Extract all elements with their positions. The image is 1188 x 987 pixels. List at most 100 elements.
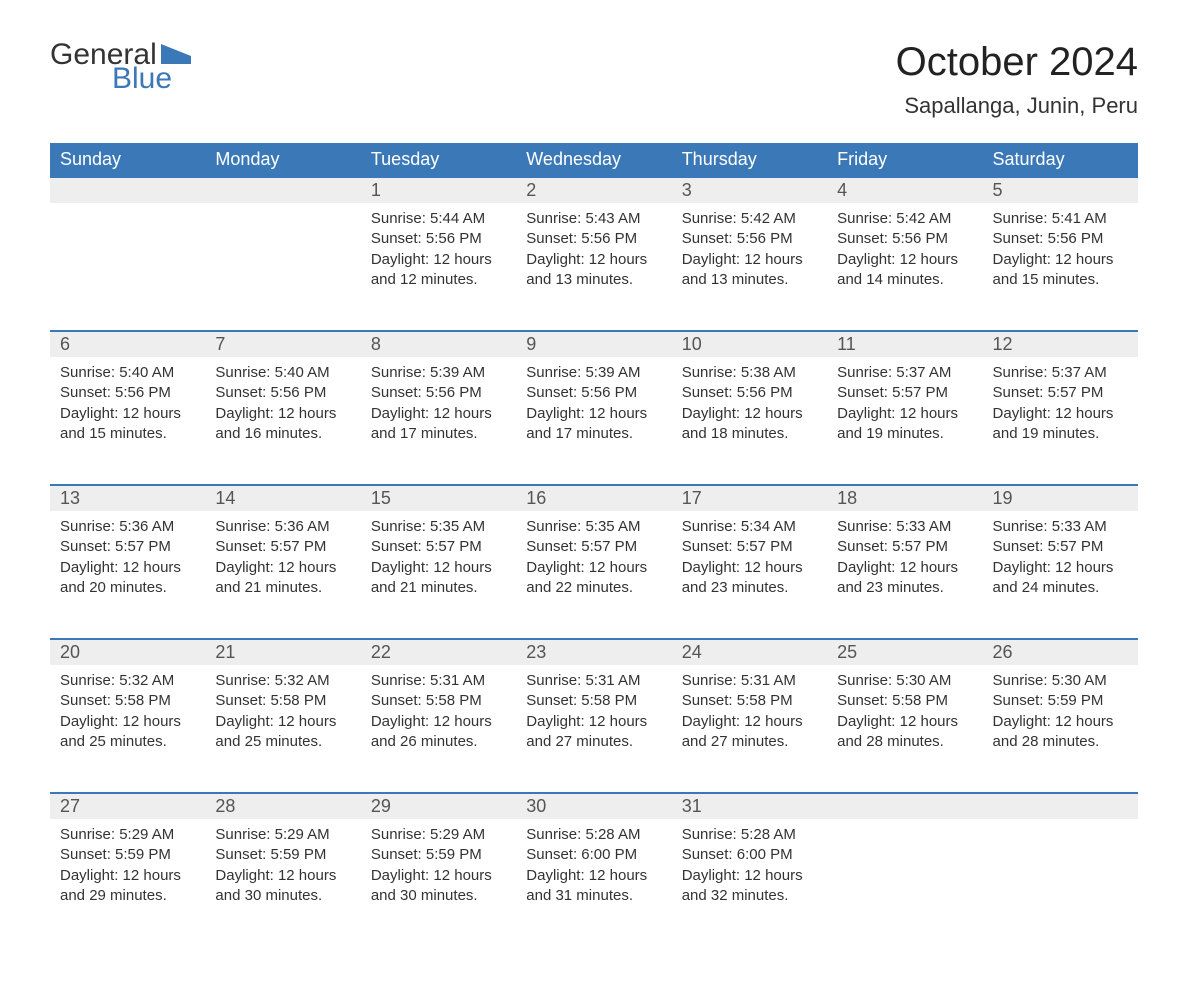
- day-sunrise: Sunrise: 5:37 AM: [837, 363, 972, 383]
- day-number: 30: [516, 794, 671, 819]
- daydata-row: Sunrise: 5:36 AMSunset: 5:57 PMDaylight:…: [50, 511, 1138, 639]
- day-number: 25: [827, 640, 982, 665]
- day-daylight1: Daylight: 12 hours: [60, 558, 195, 578]
- day-daylight1: Daylight: 12 hours: [371, 866, 506, 886]
- day-data: Sunrise: 5:38 AMSunset: 5:56 PMDaylight:…: [672, 357, 827, 460]
- day-sunrise: Sunrise: 5:29 AM: [371, 825, 506, 845]
- day-sunrise: Sunrise: 5:42 AM: [682, 209, 817, 229]
- day-number: 11: [827, 332, 982, 357]
- daydata-cell: Sunrise: 5:29 AMSunset: 5:59 PMDaylight:…: [50, 819, 205, 947]
- daynum-cell: 3: [672, 177, 827, 203]
- day-daylight2: and 21 minutes.: [371, 578, 506, 598]
- day-sunset: Sunset: 5:58 PM: [682, 691, 817, 711]
- daynum-row: 2728293031: [50, 793, 1138, 819]
- daynum-cell: 28: [205, 793, 360, 819]
- day-sunset: Sunset: 6:00 PM: [526, 845, 661, 865]
- day-sunset: Sunset: 6:00 PM: [682, 845, 817, 865]
- day-data: Sunrise: 5:30 AMSunset: 5:59 PMDaylight:…: [983, 665, 1138, 768]
- day-sunset: Sunset: 5:59 PM: [371, 845, 506, 865]
- day-number: 19: [983, 486, 1138, 511]
- day-daylight1: Daylight: 12 hours: [215, 558, 350, 578]
- day-sunset: Sunset: 5:56 PM: [60, 383, 195, 403]
- day-sunrise: Sunrise: 5:38 AM: [682, 363, 817, 383]
- daynum-cell: 4: [827, 177, 982, 203]
- day-daylight1: Daylight: 12 hours: [215, 404, 350, 424]
- day-daylight1: Daylight: 12 hours: [682, 712, 817, 732]
- day-number: 4: [827, 178, 982, 203]
- daydata-cell: Sunrise: 5:43 AMSunset: 5:56 PMDaylight:…: [516, 203, 671, 331]
- day-data: Sunrise: 5:33 AMSunset: 5:57 PMDaylight:…: [983, 511, 1138, 614]
- day-sunset: Sunset: 5:56 PM: [526, 383, 661, 403]
- day-sunrise: Sunrise: 5:44 AM: [371, 209, 506, 229]
- day-daylight2: and 15 minutes.: [60, 424, 195, 444]
- day-sunrise: Sunrise: 5:35 AM: [526, 517, 661, 537]
- day-sunrise: Sunrise: 5:33 AM: [837, 517, 972, 537]
- daydata-cell: Sunrise: 5:37 AMSunset: 5:57 PMDaylight:…: [827, 357, 982, 485]
- daydata-cell: Sunrise: 5:31 AMSunset: 5:58 PMDaylight:…: [672, 665, 827, 793]
- daynum-row: 12345: [50, 177, 1138, 203]
- daydata-cell: Sunrise: 5:35 AMSunset: 5:57 PMDaylight:…: [516, 511, 671, 639]
- title-month: October 2024: [896, 40, 1138, 85]
- daynum-cell: 8: [361, 331, 516, 357]
- day-daylight2: and 13 minutes.: [682, 270, 817, 290]
- day-data: Sunrise: 5:35 AMSunset: 5:57 PMDaylight:…: [361, 511, 516, 614]
- empty-cell: [50, 203, 205, 331]
- header: General Blue October 2024 Sapallanga, Ju…: [50, 40, 1138, 119]
- day-daylight2: and 12 minutes.: [371, 270, 506, 290]
- day-daylight2: and 21 minutes.: [215, 578, 350, 598]
- day-sunset: Sunset: 5:57 PM: [682, 537, 817, 557]
- day-data: Sunrise: 5:31 AMSunset: 5:58 PMDaylight:…: [361, 665, 516, 768]
- weekday-header: Tuesday: [361, 143, 516, 177]
- daydata-cell: Sunrise: 5:42 AMSunset: 5:56 PMDaylight:…: [672, 203, 827, 331]
- day-daylight2: and 27 minutes.: [526, 732, 661, 752]
- day-sunset: Sunset: 5:58 PM: [526, 691, 661, 711]
- day-number: 3: [672, 178, 827, 203]
- day-daylight2: and 28 minutes.: [837, 732, 972, 752]
- daynum-cell: 25: [827, 639, 982, 665]
- day-sunrise: Sunrise: 5:31 AM: [682, 671, 817, 691]
- weekday-header: Saturday: [983, 143, 1138, 177]
- day-sunset: Sunset: 5:56 PM: [682, 383, 817, 403]
- day-data: Sunrise: 5:33 AMSunset: 5:57 PMDaylight:…: [827, 511, 982, 614]
- daydata-cell: Sunrise: 5:42 AMSunset: 5:56 PMDaylight:…: [827, 203, 982, 331]
- day-data: Sunrise: 5:37 AMSunset: 5:57 PMDaylight:…: [983, 357, 1138, 460]
- day-number: 6: [50, 332, 205, 357]
- day-daylight1: Daylight: 12 hours: [215, 712, 350, 732]
- day-number: 22: [361, 640, 516, 665]
- day-daylight2: and 16 minutes.: [215, 424, 350, 444]
- title-location: Sapallanga, Junin, Peru: [896, 93, 1138, 119]
- day-daylight2: and 28 minutes.: [993, 732, 1128, 752]
- daydata-cell: Sunrise: 5:30 AMSunset: 5:59 PMDaylight:…: [983, 665, 1138, 793]
- day-daylight1: Daylight: 12 hours: [682, 250, 817, 270]
- day-daylight1: Daylight: 12 hours: [993, 404, 1128, 424]
- daynum-cell: 15: [361, 485, 516, 511]
- day-sunset: Sunset: 5:58 PM: [60, 691, 195, 711]
- day-daylight1: Daylight: 12 hours: [371, 712, 506, 732]
- logo: General Blue: [50, 40, 191, 94]
- day-daylight1: Daylight: 12 hours: [682, 404, 817, 424]
- daynum-cell: 17: [672, 485, 827, 511]
- day-number: 7: [205, 332, 360, 357]
- day-data: Sunrise: 5:36 AMSunset: 5:57 PMDaylight:…: [205, 511, 360, 614]
- daynum-cell: 7: [205, 331, 360, 357]
- weekday-header: Monday: [205, 143, 360, 177]
- daydata-cell: Sunrise: 5:31 AMSunset: 5:58 PMDaylight:…: [516, 665, 671, 793]
- daynum-cell: 5: [983, 177, 1138, 203]
- day-daylight1: Daylight: 12 hours: [837, 558, 972, 578]
- day-data: Sunrise: 5:31 AMSunset: 5:58 PMDaylight:…: [672, 665, 827, 768]
- day-daylight1: Daylight: 12 hours: [526, 558, 661, 578]
- day-sunset: Sunset: 5:57 PM: [215, 537, 350, 557]
- day-daylight1: Daylight: 12 hours: [993, 250, 1128, 270]
- daynum-cell: 20: [50, 639, 205, 665]
- day-sunset: Sunset: 5:57 PM: [993, 383, 1128, 403]
- day-number: 31: [672, 794, 827, 819]
- daydata-cell: Sunrise: 5:44 AMSunset: 5:56 PMDaylight:…: [361, 203, 516, 331]
- day-sunset: Sunset: 5:58 PM: [837, 691, 972, 711]
- day-daylight1: Daylight: 12 hours: [526, 404, 661, 424]
- daynum-cell: 22: [361, 639, 516, 665]
- day-sunrise: Sunrise: 5:29 AM: [60, 825, 195, 845]
- daydata-cell: Sunrise: 5:28 AMSunset: 6:00 PMDaylight:…: [516, 819, 671, 947]
- day-data: Sunrise: 5:30 AMSunset: 5:58 PMDaylight:…: [827, 665, 982, 768]
- day-data: Sunrise: 5:32 AMSunset: 5:58 PMDaylight:…: [205, 665, 360, 768]
- day-data: Sunrise: 5:40 AMSunset: 5:56 PMDaylight:…: [205, 357, 360, 460]
